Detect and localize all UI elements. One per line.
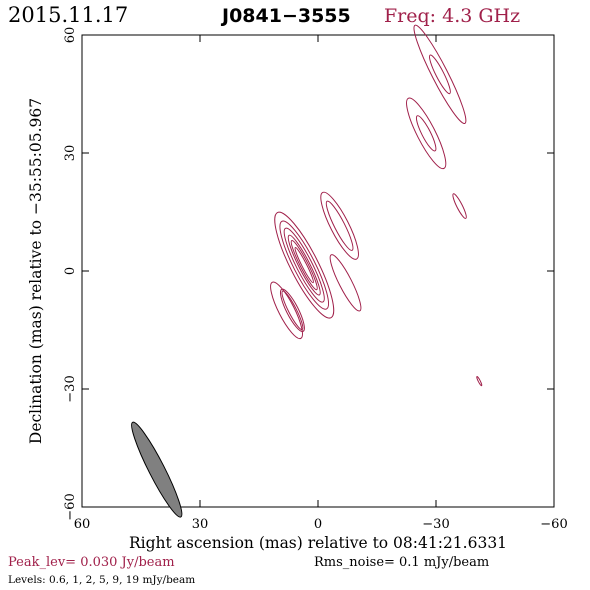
y-axis-label: Declination (mas) relative to −35:55:05.… bbox=[27, 98, 45, 444]
contour-ellipse bbox=[476, 376, 483, 387]
rms-noise: Rms_noise= 0.1 mJy/beam bbox=[314, 555, 489, 570]
contour-ellipse bbox=[294, 247, 314, 284]
contour-ellipse bbox=[415, 115, 437, 152]
contour-ellipse bbox=[279, 220, 329, 310]
contour-ellipse bbox=[287, 234, 321, 296]
contour-ellipse bbox=[429, 54, 451, 95]
contour-lines bbox=[270, 24, 483, 387]
y-tick-label: −60 bbox=[63, 493, 78, 520]
contour-ellipse bbox=[279, 288, 305, 333]
contour-ellipse bbox=[329, 254, 362, 312]
y-tick-labels: 60 30 0 −30 −60 bbox=[63, 27, 78, 521]
beam-shape bbox=[131, 421, 183, 518]
contour-ellipse bbox=[270, 281, 303, 340]
x-axis-label: Right ascension (mas) relative to 08:41:… bbox=[129, 534, 507, 552]
contour-ellipse bbox=[320, 191, 359, 260]
y-tick-label: −30 bbox=[63, 375, 78, 402]
observation-date: 2015.11.17 bbox=[8, 3, 128, 27]
x-tick-label: 0 bbox=[314, 517, 322, 532]
y-tick-label: 30 bbox=[63, 145, 78, 162]
x-tick-label: −60 bbox=[540, 517, 567, 532]
contour-ellipse bbox=[452, 193, 467, 219]
x-tick-label: −30 bbox=[422, 517, 449, 532]
contour-levels: Levels: 0.6, 1, 2, 5, 9, 19 mJy/beam bbox=[8, 574, 195, 586]
frequency-label: Freq: 4.3 GHz bbox=[384, 5, 520, 27]
contour-ellipse bbox=[281, 290, 304, 331]
x-tick-labels: 60 30 0 −30 −60 bbox=[74, 517, 568, 532]
contour-ellipse bbox=[290, 240, 318, 291]
plot-frame bbox=[81, 34, 555, 508]
axis-ticks bbox=[81, 34, 555, 508]
contour-ellipse bbox=[283, 227, 325, 303]
contour-ellipse bbox=[413, 24, 467, 125]
peak-level: Peak_lev= 0.030 Jy/beam bbox=[8, 555, 175, 570]
y-tick-label: 60 bbox=[63, 27, 78, 44]
contour-ellipse bbox=[406, 97, 447, 170]
contour-ellipse bbox=[325, 200, 354, 251]
beam-ellipse bbox=[131, 421, 183, 518]
x-tick-label: 30 bbox=[192, 517, 209, 532]
y-tick-label: 0 bbox=[63, 267, 78, 275]
contour-ellipse bbox=[274, 211, 335, 319]
source-name: J0841−3555 bbox=[220, 5, 351, 27]
x-tick-label: 60 bbox=[74, 517, 91, 532]
